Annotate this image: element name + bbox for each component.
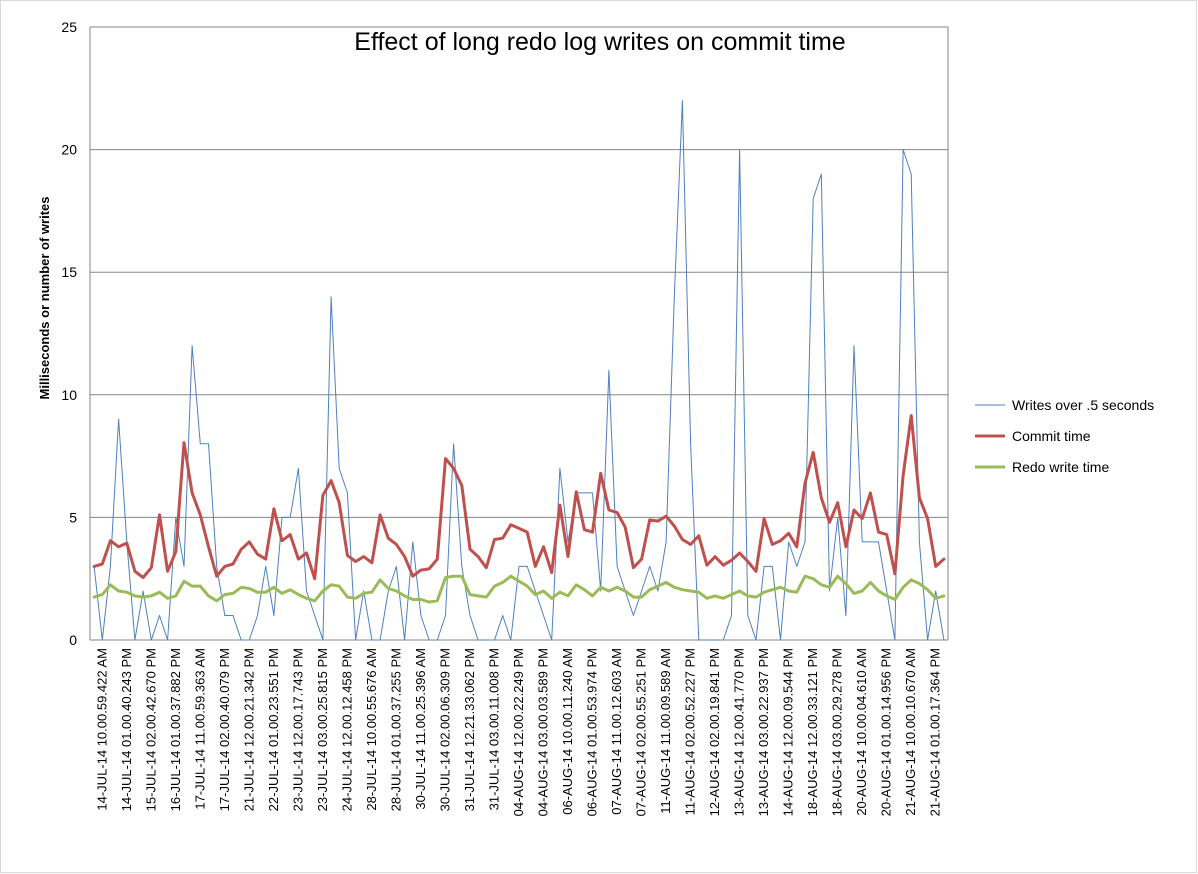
x-tick-label: 24-JUL-14 12.00.12.458 PM <box>339 648 354 811</box>
chart-title: Effect of long redo log writes on commit… <box>354 28 845 56</box>
legend-label-commit: Commit time <box>1012 428 1091 444</box>
x-tick-label: 16-JUL-14 01.00.37.882 PM <box>168 648 183 811</box>
x-tick-label: 20-AUG-14 01.00.14.956 PM <box>879 648 894 816</box>
x-tick-label: 07-AUG-14 02.00.55.251 PM <box>634 648 649 816</box>
y-axis-title: Milliseconds or number of writes <box>37 197 52 400</box>
x-tick-label: 14-JUL-14 01.00.40.243 PM <box>119 648 134 811</box>
x-tick-label: 14-AUG-14 12.00.09.544 PM <box>781 648 796 816</box>
x-tick-label: 07-AUG-14 11.00.12.603 AM <box>609 648 624 815</box>
x-tick-label: 11-AUG-14 02.00.52.227 PM <box>683 648 698 815</box>
x-tick-label: 04-AUG-14 03.00.03.589 PM <box>536 648 551 816</box>
x-tick-label: 11-AUG-14 11.00.09.589 AM <box>658 648 673 814</box>
legend-label-redo: Redo write time <box>1012 459 1109 475</box>
series-lines <box>92 100 946 641</box>
x-tick-label: 31-JUL-14 12.21.33.062 PM <box>462 648 477 811</box>
axes <box>89 27 949 641</box>
x-tick-label: 06-AUG-14 01.00.53.974 PM <box>585 648 600 816</box>
y-tick-label: 0 <box>69 632 77 648</box>
x-tick-label: 13-AUG-14 12.00.41.770 PM <box>732 648 747 816</box>
legend-label-writes: Writes over .5 seconds <box>1012 397 1154 413</box>
x-tick-label: 13-AUG-14 03.00.22.937 PM <box>756 648 771 816</box>
y-tick-label: 20 <box>61 142 77 158</box>
gridlines <box>90 26 948 518</box>
y-tick-labels: 0 5 10 15 20 25 <box>61 19 77 648</box>
x-tick-label: 22-JUL-14 01.00.23.551 PM <box>266 648 281 811</box>
x-tick-label: 23-JUL-14 12.00.17.743 PM <box>290 648 305 811</box>
legend: Writes over .5 seconds Commit time Redo … <box>975 397 1154 475</box>
x-tick-label: 04-AUG-14 12.00.22.249 PM <box>511 648 526 816</box>
x-tick-label: 17-JUL-14 11.00.59.363 AM <box>192 648 207 810</box>
y-tick-label: 25 <box>61 19 77 35</box>
x-tick-label: 30-JUL-14 02.00.06.309 PM <box>438 648 453 811</box>
x-tick-label: 12-AUG-14 02.00.19.841 PM <box>707 648 722 816</box>
y-tick-label: 15 <box>61 264 77 280</box>
x-tick-label: 18-AUG-14 03.00.29.278 PM <box>830 648 845 816</box>
x-tick-label: 20-AUG-14 10.00.04.610 AM <box>854 648 869 816</box>
y-tick-label: 10 <box>61 387 77 403</box>
x-tick-label: 21-JUL-14 12.00.21.342 PM <box>241 648 256 811</box>
x-tick-label: 21-AUG-14 10.00.10.670 AM <box>903 648 918 816</box>
x-tick-label: 17-JUL-14 02.00.40.079 PM <box>217 648 232 811</box>
x-tick-labels: 14-JUL-14 10.00.59.422 AM 14-JUL-14 01.00… <box>94 648 942 816</box>
x-tick-label: 28-JUL-14 01.00.37.255 PM <box>388 648 403 811</box>
x-tick-label: 30-JUL-14 11.00.25.396 AM <box>413 648 428 810</box>
x-tick-label: 15-JUL-14 02.00.42.670 PM <box>143 648 158 811</box>
x-tick-label: 06-AUG-14 10.00.11.240 AM <box>560 648 575 815</box>
series-line-redo-write-time <box>92 574 946 604</box>
series-line-writes-over-half-second <box>93 100 945 641</box>
x-tick-label: 14-JUL-14 10.00.59.422 AM <box>94 648 109 811</box>
x-tick-label: 31-JUL-14 03.00.11.008 PM <box>487 648 502 810</box>
y-tick-label: 5 <box>69 509 77 525</box>
x-tick-label: 28-JUL-14 10.00.55.676 AM <box>364 648 379 811</box>
x-tick-label: 18-AUG-14 12.00.33.121 PM <box>805 648 820 816</box>
series-line-commit-time <box>92 414 946 581</box>
x-tick-label: 23-JUL-14 03.00.25.815 PM <box>315 648 330 811</box>
x-tick-label: 21-AUG-14 01.00.17.364 PM <box>928 648 943 816</box>
